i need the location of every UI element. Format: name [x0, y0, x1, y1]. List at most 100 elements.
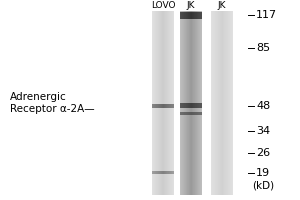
Bar — [167, 104, 168, 108]
Bar — [158, 171, 159, 174]
Bar — [160, 11, 161, 195]
Bar — [219, 11, 220, 195]
Bar — [169, 104, 170, 108]
Bar — [167, 104, 168, 108]
Bar — [225, 11, 226, 195]
Bar — [195, 11, 196, 195]
Bar — [184, 103, 185, 108]
Bar — [169, 11, 170, 195]
Bar — [195, 112, 196, 115]
Bar — [161, 104, 162, 108]
Bar — [169, 11, 170, 195]
Bar — [183, 12, 184, 19]
Bar — [188, 103, 189, 108]
Text: Receptor α-2A—: Receptor α-2A— — [10, 104, 95, 114]
Bar — [226, 11, 227, 195]
Bar — [167, 11, 168, 195]
Bar — [195, 112, 196, 115]
Bar — [155, 171, 156, 174]
Bar — [180, 103, 181, 108]
Bar — [159, 11, 160, 195]
Bar — [188, 12, 189, 19]
Bar — [154, 104, 155, 108]
Bar — [172, 11, 173, 195]
Bar — [169, 104, 170, 108]
Bar — [171, 11, 172, 195]
Bar — [211, 11, 212, 195]
Bar — [200, 103, 201, 108]
Bar — [189, 103, 190, 108]
Bar — [152, 104, 153, 108]
Bar — [192, 11, 193, 195]
Bar — [161, 171, 162, 174]
Bar — [164, 171, 165, 174]
Bar — [193, 103, 194, 108]
Bar — [186, 11, 187, 195]
Bar — [154, 171, 155, 174]
Bar — [163, 11, 164, 195]
Bar — [184, 11, 185, 195]
Bar — [200, 103, 201, 108]
Bar — [158, 11, 159, 195]
Bar — [232, 11, 233, 195]
Bar — [173, 171, 174, 174]
Text: 117: 117 — [256, 10, 277, 20]
Bar — [172, 11, 173, 195]
Bar — [190, 112, 191, 115]
Bar — [181, 11, 182, 195]
Bar — [190, 12, 191, 19]
Bar — [199, 112, 200, 115]
Bar — [157, 11, 158, 195]
Text: 48: 48 — [256, 101, 270, 111]
Text: (kD): (kD) — [252, 180, 274, 190]
Bar — [213, 11, 214, 195]
Bar — [194, 11, 195, 195]
Bar — [189, 11, 190, 195]
Bar — [181, 112, 182, 115]
Bar — [199, 12, 200, 19]
Bar — [216, 11, 217, 195]
Bar — [186, 11, 187, 195]
Bar — [185, 12, 186, 19]
Bar — [182, 112, 183, 115]
Bar — [166, 171, 167, 174]
Bar — [171, 171, 172, 174]
Bar — [191, 12, 192, 19]
Bar — [229, 11, 230, 195]
Bar — [189, 103, 190, 108]
Bar — [180, 12, 181, 19]
Bar — [185, 103, 186, 108]
Bar — [166, 104, 167, 108]
Bar — [191, 103, 192, 108]
Bar — [160, 104, 161, 108]
Bar — [164, 11, 165, 195]
Bar — [198, 11, 199, 195]
Bar — [198, 12, 199, 19]
Bar — [156, 171, 157, 174]
Bar — [180, 11, 181, 195]
Bar — [173, 11, 174, 195]
Bar — [183, 103, 184, 108]
Bar — [185, 12, 186, 19]
Bar — [157, 11, 158, 195]
Text: LOVO: LOVO — [151, 1, 175, 10]
Bar — [166, 11, 167, 195]
Bar — [195, 12, 196, 19]
Text: Adrenergic: Adrenergic — [10, 92, 67, 102]
Bar — [200, 112, 201, 115]
Bar — [193, 103, 194, 108]
Bar — [162, 11, 163, 195]
Bar — [181, 12, 182, 19]
Bar — [196, 12, 197, 19]
Bar — [186, 103, 187, 108]
Bar — [192, 112, 193, 115]
Bar — [199, 11, 200, 195]
Text: 19: 19 — [256, 168, 270, 178]
Bar — [160, 171, 161, 174]
Bar — [189, 112, 190, 115]
Bar — [194, 12, 195, 19]
Bar — [183, 11, 184, 195]
Bar — [185, 11, 186, 195]
Bar — [224, 11, 225, 195]
Bar — [230, 11, 231, 195]
